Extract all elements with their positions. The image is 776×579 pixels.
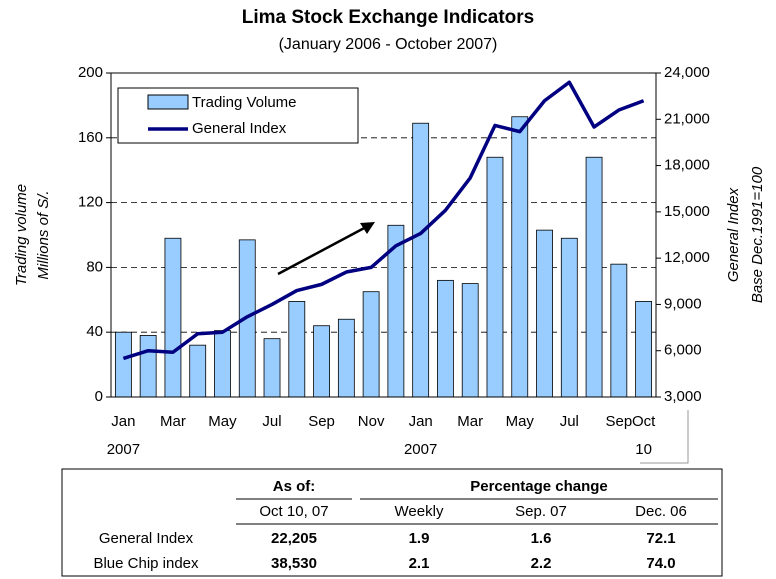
y2-tick-label: 21,000 bbox=[664, 110, 710, 127]
x-tick-label: Jul bbox=[560, 413, 579, 430]
x-tick-label: Sep bbox=[308, 413, 335, 430]
y-tick-label: 160 bbox=[78, 129, 103, 146]
bracket bbox=[640, 410, 689, 464]
x-sublabel: 2007 bbox=[404, 441, 437, 458]
y2-tick-label: 24,000 bbox=[664, 64, 710, 81]
bar bbox=[511, 116, 529, 398]
table-header: Percentage change bbox=[470, 478, 608, 495]
arrow bbox=[277, 224, 369, 276]
bar bbox=[536, 229, 553, 398]
bar bbox=[560, 237, 578, 398]
table-cell: 1.9 bbox=[409, 530, 430, 547]
chart-subtitle: (January 2006 - October 2007) bbox=[279, 36, 498, 53]
y-tick-label: 80 bbox=[86, 258, 103, 275]
legend-label: Trading Volume bbox=[192, 94, 297, 111]
x-tick-label: Jan bbox=[111, 413, 135, 430]
bar bbox=[437, 279, 454, 398]
x-tick-label: Sep bbox=[605, 413, 632, 430]
line bbox=[122, 80, 645, 361]
x-sublabel: 10 bbox=[635, 441, 652, 458]
y2-tick-label: 18,000 bbox=[664, 157, 710, 174]
bar bbox=[362, 291, 380, 398]
y2-tick-label: 9,000 bbox=[664, 295, 702, 312]
table-subheader: Weekly bbox=[395, 503, 444, 520]
y2-axis-label: Base Dec.1991=100 bbox=[749, 166, 766, 303]
x-tick-label: Nov bbox=[358, 413, 385, 430]
bar bbox=[114, 331, 132, 398]
bar bbox=[461, 283, 479, 398]
table-cell: General Index bbox=[99, 530, 194, 547]
y-tick-label: 120 bbox=[78, 194, 103, 211]
x-tick-label: May bbox=[208, 413, 237, 430]
y2-tick-label: 3,000 bbox=[664, 388, 702, 405]
table-cell: 74.0 bbox=[646, 555, 675, 572]
bar bbox=[263, 338, 281, 398]
table-subheader: Oct 10, 07 bbox=[259, 503, 328, 520]
y-tick-label: 0 bbox=[95, 388, 103, 405]
table-cell: Blue Chip index bbox=[93, 555, 199, 572]
legend-swatch bbox=[147, 94, 189, 110]
bar bbox=[214, 330, 231, 398]
table-cell: 2.2 bbox=[531, 555, 552, 572]
arrow-head bbox=[360, 222, 375, 234]
bar bbox=[610, 263, 628, 398]
bar bbox=[288, 301, 306, 398]
x-tick-label: Jan bbox=[409, 413, 433, 430]
y2-axis-label: General Index bbox=[725, 187, 742, 282]
legend-label: General Index bbox=[192, 120, 287, 137]
chart-title: Lima Stock Exchange Indicators bbox=[242, 7, 534, 28]
table-cell: 22,205 bbox=[271, 530, 317, 547]
table-cell: 1.6 bbox=[531, 530, 552, 547]
bar bbox=[635, 301, 653, 398]
y-axis-label: Trading volume bbox=[13, 184, 30, 286]
x-tick-label: Mar bbox=[457, 413, 483, 430]
y-tick-label: 200 bbox=[78, 64, 103, 81]
y2-tick-label: 12,000 bbox=[664, 249, 710, 266]
bar bbox=[412, 122, 430, 398]
table-cell: 72.1 bbox=[646, 530, 675, 547]
table-subheader: Dec. 06 bbox=[635, 503, 687, 520]
bar bbox=[337, 318, 355, 398]
x-tick-label: Oct bbox=[632, 413, 656, 430]
x-tick-label: May bbox=[506, 413, 535, 430]
y-tick-label: 40 bbox=[86, 323, 103, 340]
bar bbox=[189, 344, 207, 398]
table-cell: 38,530 bbox=[271, 555, 317, 572]
bar bbox=[139, 335, 157, 398]
table-header: As of: bbox=[273, 478, 316, 495]
bar bbox=[585, 156, 603, 398]
table-cell: 2.1 bbox=[409, 555, 430, 572]
table-border bbox=[61, 468, 723, 577]
y-axis-label: Millions of S/. bbox=[35, 190, 52, 279]
x-sublabel: 2007 bbox=[107, 441, 140, 458]
x-tick-label: Mar bbox=[160, 413, 186, 430]
y2-tick-label: 6,000 bbox=[664, 342, 702, 359]
x-tick-label: Jul bbox=[262, 413, 281, 430]
plot-frame bbox=[110, 72, 657, 398]
table-subheader: Sep. 07 bbox=[515, 503, 567, 520]
y2-tick-label: 15,000 bbox=[664, 203, 710, 220]
bar bbox=[164, 237, 182, 398]
bar bbox=[486, 156, 504, 398]
bar bbox=[313, 325, 330, 398]
